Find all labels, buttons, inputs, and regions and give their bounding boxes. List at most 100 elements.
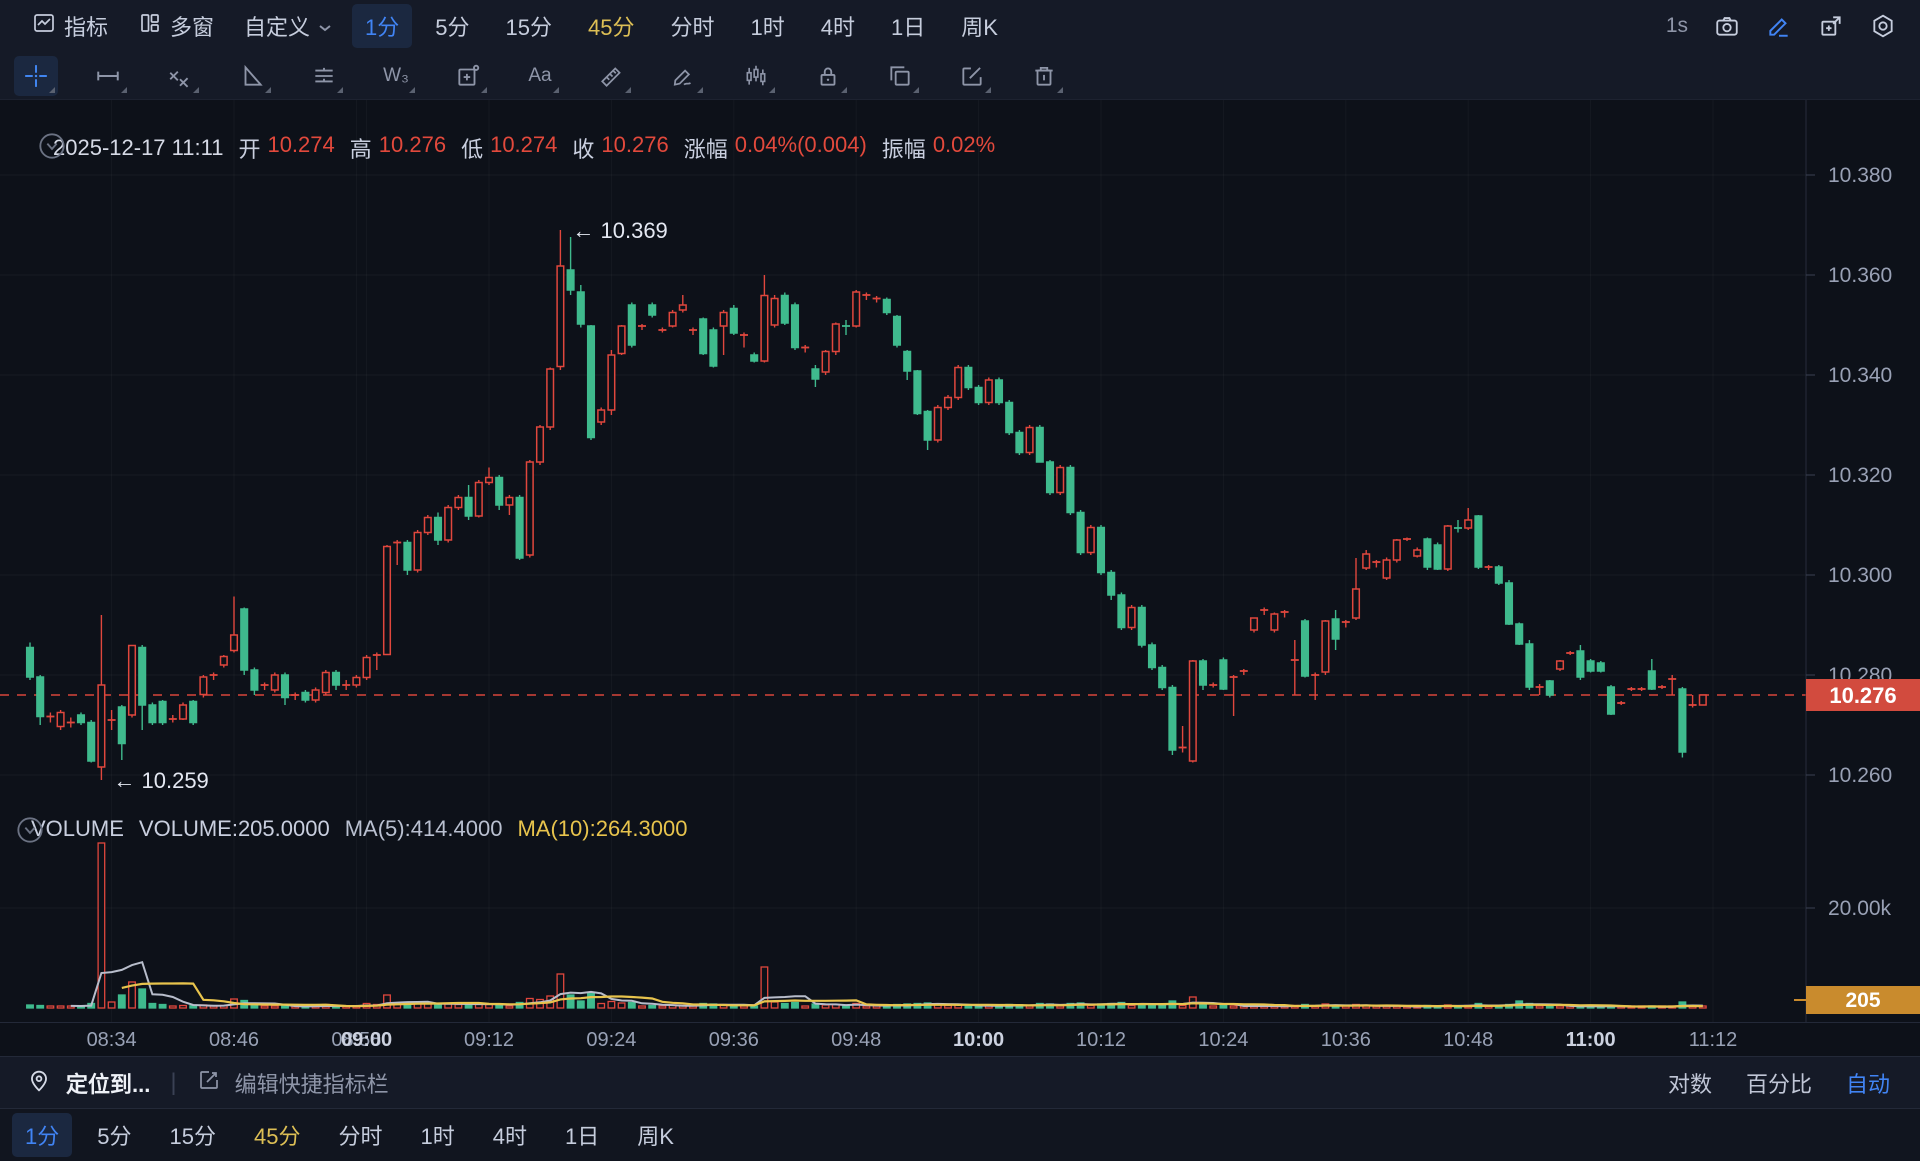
divider: | xyxy=(170,1068,177,1096)
ohlc-info-line: 2025-12-17 11:11 开 10.274 高 10.276 低 10.274… xyxy=(38,132,995,164)
bottom-timeframe-5min[interactable]: 5分 xyxy=(97,1124,132,1149)
bottom-timeframe-15min[interactable]: 15分 xyxy=(169,1124,216,1149)
time-axis-label: 09:12 xyxy=(463,1029,515,1051)
time-axis-label: 08:58 xyxy=(331,1029,382,1051)
bottom-timeframe-4h[interactable]: 4时 xyxy=(492,1124,527,1149)
volume-pane-header: VOLUME VOLUME:205.0000 MA(5):414.4000 MA… xyxy=(16,816,687,843)
trash-tool[interactable] xyxy=(1022,56,1066,96)
chart-line-icon xyxy=(32,11,56,41)
timeframe-15min[interactable]: 15分 xyxy=(505,15,553,40)
volume-ma10-line xyxy=(121,982,1703,1008)
multi-window-icon xyxy=(138,11,162,41)
bottom-timeframe-45min[interactable]: 45分 xyxy=(253,1124,301,1149)
time-axis-label: 09:24 xyxy=(586,1029,637,1051)
percent-scale-button[interactable]: 百分比 xyxy=(1745,1071,1812,1097)
parallel-lines-tool[interactable] xyxy=(302,56,346,96)
timeframe-45min[interactable]: 45分 xyxy=(588,15,635,40)
drawing-toolbar: W₃ Aa xyxy=(0,52,1920,100)
add-pane-icon[interactable] xyxy=(1818,13,1844,39)
locate-button[interactable]: 定位到... xyxy=(66,1071,151,1097)
custom-label: 自定义 xyxy=(244,15,311,40)
brush-tool[interactable] xyxy=(662,56,706,96)
chart-canvas[interactable]: 10.38010.36010.34010.32010.30010.28010.2… xyxy=(0,100,1920,1022)
bottom-timeframe-1h[interactable]: 1时 xyxy=(420,1124,455,1149)
volume-ma5-line xyxy=(70,960,1703,1008)
volume-layer xyxy=(26,842,1707,1009)
volume-current: VOLUME:205.0000 xyxy=(138,816,330,841)
low-value: 低 10.274 xyxy=(461,132,558,162)
high-value: 高 10.276 xyxy=(349,132,447,162)
settings-icon[interactable] xyxy=(1870,13,1896,39)
high-annotation: ← 10.369 xyxy=(572,218,667,243)
bottom-timeframe-weekly[interactable]: 周K xyxy=(637,1124,674,1149)
copy-tool[interactable] xyxy=(878,56,922,96)
timeframe-1min[interactable]: 1分 xyxy=(352,4,413,48)
horizontal-line-tool[interactable] xyxy=(86,56,130,96)
location-pin-icon xyxy=(26,1067,52,1099)
indicators-button[interactable]: 指标 xyxy=(22,5,118,47)
multi-window-button[interactable]: 多窗 xyxy=(128,5,224,47)
timeframe-5min[interactable]: 5分 xyxy=(435,15,470,40)
candlestick-chart[interactable]: 10.380 10.360 10.340 10.320 10.300 10.280 10.2… xyxy=(0,100,1920,1022)
camera-icon[interactable] xyxy=(1714,13,1740,39)
top-toolbar-right: 1s xyxy=(1666,13,1920,39)
open-value: 开 10.274 xyxy=(238,132,335,162)
draw-pencil-icon[interactable] xyxy=(1766,13,1792,39)
refresh-interval-label: 1s xyxy=(1665,14,1688,37)
last-volume-label xyxy=(1806,986,1920,1014)
top-toolbar: 指标 多窗 自定义 1分 5分 15分 45分 分时 1时 4时 1日 周K 1… xyxy=(0,0,1920,52)
change-value: 涨幅 0.04%(0.004) xyxy=(683,132,867,162)
price-axis[interactable] xyxy=(1806,100,1920,1022)
chevron-down-icon xyxy=(318,13,332,39)
low-annotation: ← 10.259 xyxy=(113,768,208,793)
timeframe-intraday[interactable]: 分时 xyxy=(670,15,715,40)
time-axis-label: 09:48 xyxy=(831,1029,882,1051)
time-axis-label: 10:36 xyxy=(1320,1029,1371,1051)
candles-layer xyxy=(25,230,1707,780)
bottom-timeframe-1min[interactable]: 1分 xyxy=(12,1113,73,1157)
bottom-timeframe-1d[interactable]: 1日 xyxy=(564,1124,600,1149)
auto-scale-button[interactable]: 自动 xyxy=(1845,1071,1890,1097)
volume-title: VOLUME xyxy=(31,816,124,841)
close-value: 收 10.276 xyxy=(572,132,669,162)
position-frame-tool[interactable] xyxy=(446,56,490,96)
time-axis-label: 11:12 xyxy=(1688,1029,1738,1051)
timeframe-4h[interactable]: 4时 xyxy=(820,15,856,40)
svg-text:10.320: 10.320 xyxy=(1828,464,1892,487)
bottom-bar-right: 对数 百分比 自动 xyxy=(1668,1067,1920,1099)
top-toolbar-left: 指标 多窗 自定义 1分 5分 15分 45分 分时 1时 4时 1日 周K xyxy=(0,4,1011,48)
timeframe-weekly[interactable]: 周K xyxy=(961,15,998,40)
svg-text:10.276: 10.276 xyxy=(1829,683,1896,708)
svg-text:205: 205 xyxy=(1845,989,1880,1012)
candle-pattern-tool[interactable] xyxy=(734,56,778,96)
timeframe-1h[interactable]: 1时 xyxy=(750,15,785,40)
bottom-timeframe-intraday[interactable]: 分时 xyxy=(338,1124,383,1149)
text-tool[interactable]: Aa xyxy=(518,56,562,96)
angle-tool[interactable] xyxy=(230,56,274,96)
timeframe-1d[interactable]: 1日 xyxy=(891,15,926,40)
candle-datetime: 2025-12-17 11:11 xyxy=(53,135,224,160)
trend-line-tool[interactable] xyxy=(158,56,202,96)
time-axis-label: 10:00 xyxy=(953,1029,1005,1051)
log-scale-button[interactable]: 对数 xyxy=(1667,1071,1712,1097)
svg-text:10.300: 10.300 xyxy=(1828,564,1892,587)
indicators-label: 指标 xyxy=(64,15,109,40)
edit-shortcut-icon xyxy=(197,1068,221,1098)
edit-shortcut-bar-button[interactable]: 编辑快捷指标栏 xyxy=(234,1071,389,1097)
bottom-status-bar: 定位到... | 编辑快捷指标栏 对数 百分比 自动 xyxy=(0,1056,1920,1108)
lock-tool[interactable] xyxy=(806,56,850,96)
volume-ma5: MA(5):414.4000 xyxy=(344,816,503,841)
price-axis-layer xyxy=(1805,100,1815,1022)
crosshair-tool[interactable] xyxy=(14,55,58,96)
wave-pattern-tool[interactable]: W₃ xyxy=(374,56,418,96)
grid-layer xyxy=(0,174,1806,909)
svg-text:10.360: 10.360 xyxy=(1828,264,1892,287)
time-axis-label: 09:00 xyxy=(341,1029,393,1051)
edit-list-tool[interactable] xyxy=(950,56,994,96)
time-axis[interactable]: 08:34 08:46 08:58 09:00 09:12 09:24 09:36 09:48… xyxy=(0,1022,1920,1057)
custom-dropdown[interactable]: 自定义 xyxy=(234,5,342,47)
time-axis-label: 08:34 xyxy=(86,1029,137,1051)
time-axis-label: 08:46 xyxy=(208,1029,260,1051)
ruler-tool[interactable] xyxy=(590,56,634,96)
